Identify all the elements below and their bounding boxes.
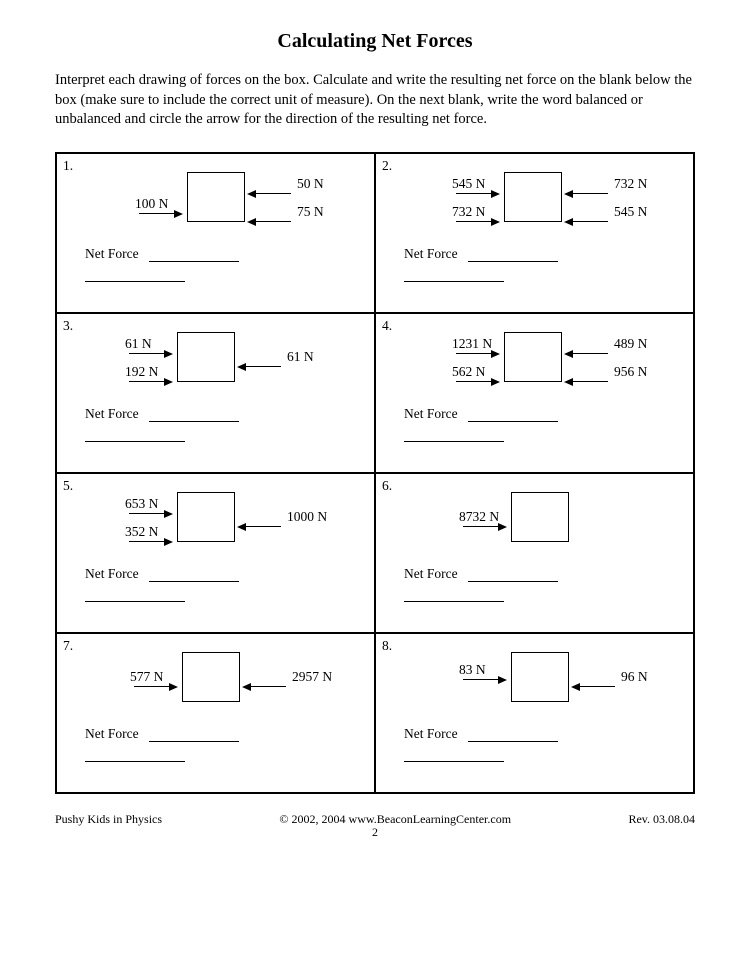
force-label: 61 N xyxy=(125,336,152,352)
force-box xyxy=(187,172,245,222)
net-force-label: Net Force xyxy=(85,726,239,742)
problem-number: 7. xyxy=(63,638,73,654)
problem-number: 3. xyxy=(63,318,73,334)
force-label: 8732 N xyxy=(459,509,499,525)
force-box xyxy=(511,652,569,702)
answer-blank[interactable] xyxy=(468,741,558,742)
problem-cell: 6. 8732 N Net Force xyxy=(375,473,694,633)
problem-cell: 4. 1231 N 562 N 489 N 956 N Net Force xyxy=(375,313,694,473)
footer-left: Pushy Kids in Physics xyxy=(55,812,162,827)
problem-number: 5. xyxy=(63,478,73,494)
problems-grid: 1. 100 N 50 N 75 N Net Force 2. 545 N 732 … xyxy=(55,152,695,794)
net-force-label: Net Force xyxy=(85,566,239,582)
problem-cell: 5. 653 N 352 N 1000 N Net Force xyxy=(56,473,375,633)
force-label: 1000 N xyxy=(287,509,327,525)
problem-number: 6. xyxy=(382,478,392,494)
balanced-blank[interactable] xyxy=(85,441,185,442)
net-force-label: Net Force xyxy=(404,406,558,422)
problem-number: 1. xyxy=(63,158,73,174)
force-label: 83 N xyxy=(459,662,486,678)
force-box xyxy=(504,332,562,382)
force-box xyxy=(504,172,562,222)
problem-number: 8. xyxy=(382,638,392,654)
page-number: 2 xyxy=(55,825,695,840)
balanced-blank[interactable] xyxy=(404,761,504,762)
answer-blank[interactable] xyxy=(468,261,558,262)
force-box xyxy=(177,332,235,382)
force-label: 50 N xyxy=(297,176,324,192)
force-box xyxy=(177,492,235,542)
footer-right: Rev. 03.08.04 xyxy=(628,812,695,827)
force-label: 562 N xyxy=(452,364,485,380)
net-force-label: Net Force xyxy=(85,406,239,422)
page-title: Calculating Net Forces xyxy=(55,30,695,53)
net-force-label: Net Force xyxy=(404,246,558,262)
problem-cell: 8. 83 N 96 N Net Force xyxy=(375,633,694,793)
balanced-blank[interactable] xyxy=(85,601,185,602)
force-label: 192 N xyxy=(125,364,158,380)
force-label: 545 N xyxy=(614,204,647,220)
force-label: 2957 N xyxy=(292,669,332,685)
force-label: 732 N xyxy=(452,204,485,220)
force-label: 956 N xyxy=(614,364,647,380)
net-force-label: Net Force xyxy=(404,566,558,582)
force-box xyxy=(182,652,240,702)
net-force-label: Net Force xyxy=(85,246,239,262)
answer-blank[interactable] xyxy=(468,581,558,582)
force-label: 489 N xyxy=(614,336,647,352)
balanced-blank[interactable] xyxy=(85,281,185,282)
answer-blank[interactable] xyxy=(149,581,239,582)
footer-center: © 2002, 2004 www.BeaconLearningCenter.co… xyxy=(279,812,511,827)
problem-number: 2. xyxy=(382,158,392,174)
force-label: 653 N xyxy=(125,496,158,512)
problem-number: 4. xyxy=(382,318,392,334)
answer-blank[interactable] xyxy=(149,741,239,742)
force-label: 352 N xyxy=(125,524,158,540)
balanced-blank[interactable] xyxy=(404,441,504,442)
force-label: 732 N xyxy=(614,176,647,192)
force-label: 75 N xyxy=(297,204,324,220)
force-label: 100 N xyxy=(135,196,168,212)
instructions-text: Interpret each drawing of forces on the … xyxy=(55,71,695,130)
force-label: 96 N xyxy=(621,669,648,685)
balanced-blank[interactable] xyxy=(85,761,185,762)
answer-blank[interactable] xyxy=(468,421,558,422)
balanced-blank[interactable] xyxy=(404,601,504,602)
problem-cell: 1. 100 N 50 N 75 N Net Force xyxy=(56,153,375,313)
net-force-label: Net Force xyxy=(404,726,558,742)
force-label: 577 N xyxy=(130,669,163,685)
balanced-blank[interactable] xyxy=(404,281,504,282)
force-box xyxy=(511,492,569,542)
problem-cell: 3. 61 N 192 N 61 N Net Force xyxy=(56,313,375,473)
force-label: 61 N xyxy=(287,349,314,365)
answer-blank[interactable] xyxy=(149,421,239,422)
problem-cell: 2. 545 N 732 N 732 N 545 N Net Force xyxy=(375,153,694,313)
force-label: 1231 N xyxy=(452,336,492,352)
force-label: 545 N xyxy=(452,176,485,192)
answer-blank[interactable] xyxy=(149,261,239,262)
problem-cell: 7. 577 N 2957 N Net Force xyxy=(56,633,375,793)
